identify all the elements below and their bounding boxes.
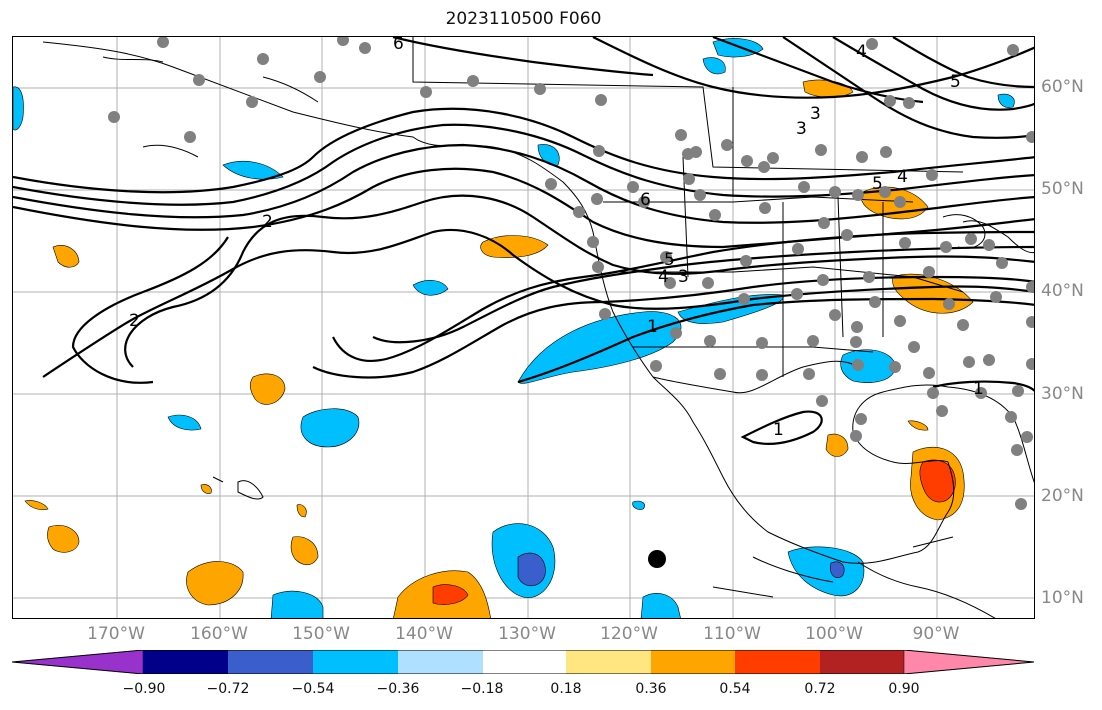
colorbar-tick: 0.72 [804, 681, 836, 697]
map-canvas: 2 2 3 4 5 6 1 1 3 4 5 3 4 5 6 1 [13, 37, 1034, 618]
colorbar-tick: 0.18 [550, 681, 582, 697]
contour-label: 1 [773, 420, 784, 440]
map-title: 2023110500 F060 [445, 9, 602, 29]
colorbar-segment [566, 650, 651, 674]
contour-label: 2 [262, 212, 273, 232]
colorbar-tick: −0.72 [206, 681, 250, 697]
lon-label: 130°W [498, 624, 556, 644]
contour-lines [13, 37, 1034, 446]
colorbar-segment [398, 650, 483, 674]
contour-label: 4 [856, 42, 867, 62]
lat-label: 50°N [1041, 179, 1084, 199]
colorbar-tick: 0.90 [888, 681, 920, 697]
station-markers [108, 37, 1034, 510]
colorbar-tick: −0.36 [376, 681, 420, 697]
contour-label: 4 [658, 267, 669, 287]
colorbar-segment [651, 650, 735, 674]
contour-label: 6 [640, 190, 651, 210]
colorbar [12, 650, 1035, 674]
colorbar-segment [12, 650, 144, 674]
colorbar-tick: 0.54 [719, 681, 751, 697]
colorbar-segment [903, 650, 1035, 674]
contour-label: 5 [950, 72, 961, 92]
contour-label: 6 [393, 37, 404, 54]
colorbar-segment [228, 650, 313, 674]
lon-label: 110°W [703, 624, 761, 644]
colorbar-tick: 0.36 [635, 681, 667, 697]
contour-label-group: 2 2 3 4 5 6 1 1 3 4 5 3 4 5 6 1 [129, 37, 984, 440]
shaded-anomalies [13, 38, 1015, 618]
colorbar-tick: −0.90 [122, 681, 166, 697]
lon-label: 140°W [395, 624, 453, 644]
lon-label: 170°W [87, 624, 145, 644]
colorbar-tick: −0.18 [460, 681, 504, 697]
lat-label: 60°N [1041, 77, 1084, 97]
lon-label: 90°W [912, 624, 960, 644]
lon-label: 160°W [190, 624, 248, 644]
lat-label: 40°N [1041, 281, 1084, 301]
colorbar-segment [143, 650, 228, 674]
contour-label: 3 [678, 267, 689, 287]
lon-label: 120°W [600, 624, 658, 644]
lon-label: 100°W [805, 624, 863, 644]
colorbar-segment [483, 650, 566, 674]
marked-point [648, 550, 666, 568]
lat-label: 10°N [1041, 588, 1084, 608]
contour-label: 3 [796, 119, 807, 139]
map-panel: 2 2 3 4 5 6 1 1 3 4 5 3 4 5 6 1 [12, 36, 1035, 619]
colorbar-tick: −0.54 [291, 681, 335, 697]
colorbar-segment [820, 650, 904, 674]
contour-label: 1 [647, 317, 658, 337]
contour-label: 5 [664, 250, 675, 270]
lon-label: 150°W [292, 624, 350, 644]
contour-label: 4 [897, 167, 908, 187]
colorbar-segment [313, 650, 398, 674]
contour-label: 3 [810, 104, 821, 124]
lat-label: 30°N [1041, 384, 1084, 404]
contour-label: 2 [129, 311, 140, 331]
contour-label: 1 [973, 379, 984, 399]
lat-label: 20°N [1041, 486, 1084, 506]
colorbar-segment [735, 650, 820, 674]
contour-label: 5 [872, 174, 883, 194]
